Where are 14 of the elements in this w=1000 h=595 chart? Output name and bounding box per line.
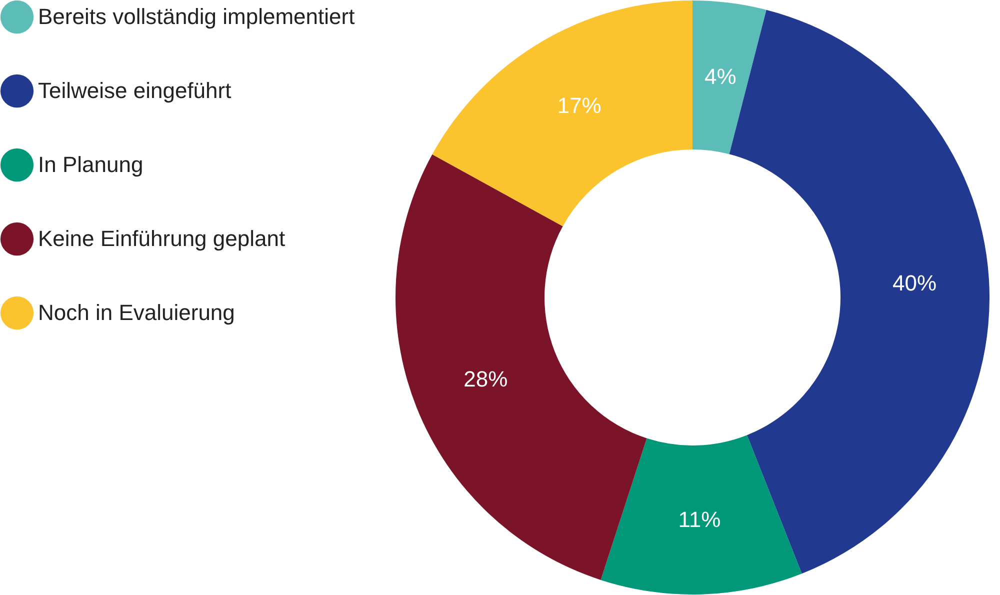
data-label: 4% bbox=[704, 64, 736, 89]
donut-slice bbox=[600, 435, 802, 594]
data-label: 40% bbox=[892, 270, 937, 296]
donut-slice bbox=[432, 0, 692, 226]
data-label: 11% bbox=[678, 506, 721, 532]
legend-label: Bereits vollständig implementiert bbox=[38, 4, 355, 29]
legend-label: In Planung bbox=[38, 152, 144, 177]
donut-slice bbox=[396, 154, 647, 580]
legend-label: Noch in Evaluierung bbox=[38, 300, 235, 325]
data-label: 28% bbox=[464, 366, 508, 392]
data-label: 17% bbox=[557, 92, 602, 118]
legend-label: Keine Einführung geplant bbox=[38, 226, 286, 251]
legend-label: Teilweise eingeführt bbox=[38, 78, 232, 103]
donut-slice bbox=[692, 0, 766, 154]
